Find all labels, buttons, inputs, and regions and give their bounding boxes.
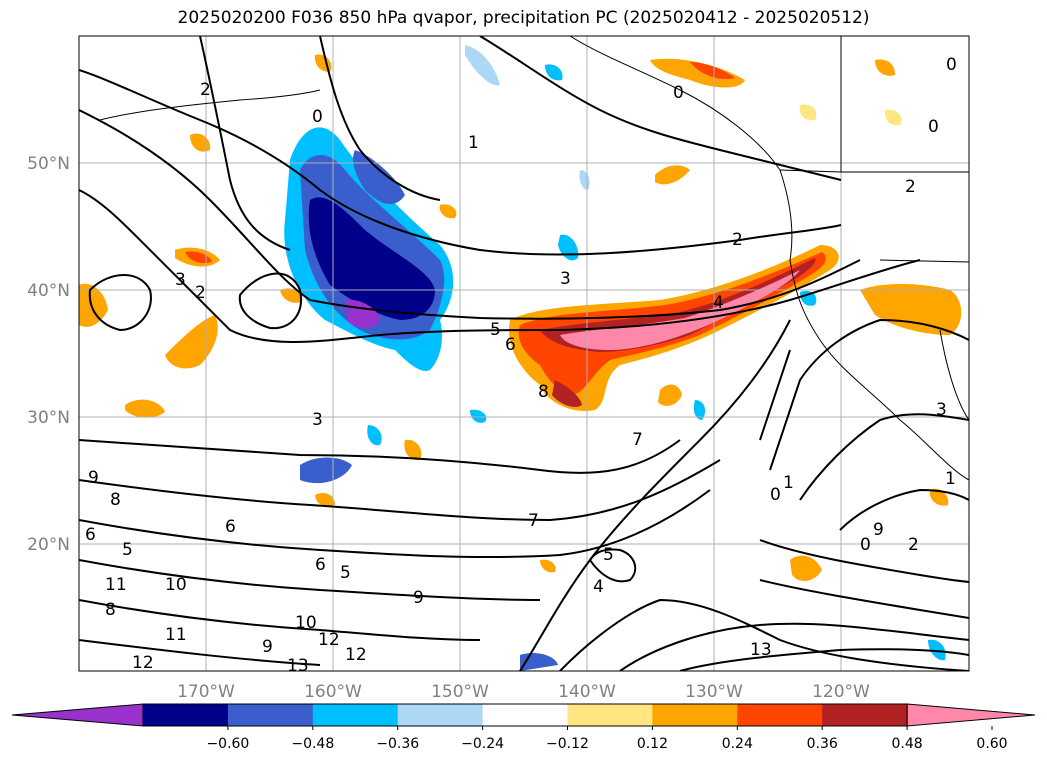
contour-label: 5 [122, 540, 133, 560]
contour-label: 0 [770, 485, 781, 505]
contour-label: 9 [88, 468, 99, 488]
contour-label: 2 [200, 80, 211, 100]
contour-label: 2 [905, 177, 916, 197]
colorbar-extend-min [11, 703, 144, 727]
contour-label: 3 [175, 270, 186, 290]
contour-label: 4 [713, 293, 724, 313]
lon-label: 120°W [812, 682, 870, 702]
lon-label: 130°W [685, 682, 743, 702]
contour-label: 2 [195, 283, 206, 303]
latitude-labels: 50°N 40°N 30°N 20°N [27, 154, 70, 555]
contour-label: 10 [165, 575, 187, 595]
contour-label: 0 [928, 117, 939, 137]
contour-label: 0 [860, 535, 871, 555]
contour-label: 9 [873, 520, 884, 540]
colorbar-cell [652, 704, 738, 726]
colorbar-cell [737, 704, 823, 726]
colorbar-extend-max [906, 703, 1036, 727]
colorbar-tick-label: 0.12 [637, 736, 668, 752]
contour-label: 5 [603, 545, 614, 565]
contour-label: 13 [750, 640, 772, 660]
lon-label: 160°W [304, 682, 362, 702]
colorbar-tick-label: 0.24 [722, 736, 753, 752]
lon-label: 170°W [177, 682, 235, 702]
contour-label: 9 [413, 588, 424, 608]
contour-label: 8 [105, 600, 116, 620]
colorbar-cell [397, 704, 484, 726]
contour-label: 2 [908, 535, 919, 555]
map-frame [78, 35, 970, 672]
contour-label: 1 [945, 469, 956, 489]
colorbar-cell [143, 704, 229, 726]
contour-label: 12 [132, 653, 154, 673]
contour-label: 10 [295, 613, 317, 633]
contour-label: 6 [505, 335, 516, 355]
colorbar-cell [567, 704, 653, 726]
contour-label: 1 [468, 133, 479, 153]
lat-label: 20°N [27, 535, 70, 555]
colorbar-tick-label: −0.12 [546, 736, 589, 752]
colorbar-cell [227, 704, 314, 726]
lat-label: 40°N [27, 281, 70, 301]
map-title: 2025020200 F036 850 hPa qvapor, precipit… [177, 8, 870, 28]
contour-label: 8 [538, 382, 549, 402]
contour-label: 6 [85, 525, 96, 545]
colorbar-tick-label: 0.36 [807, 736, 838, 752]
colorbar-tick-label: −0.60 [206, 736, 249, 752]
longitude-labels: 170°W 160°W 150°W 140°W 130°W 120°W [177, 682, 870, 702]
contour-label: 0 [312, 107, 323, 127]
colorbar-tick-label: −0.36 [376, 736, 419, 752]
colorbar-frame [142, 703, 908, 727]
colorbar-tick-label: −0.24 [461, 736, 504, 752]
qvapor-contours [79, 36, 969, 671]
colorbar-cell [482, 704, 568, 726]
contour-label: 11 [165, 625, 187, 645]
contour-label: 5 [340, 563, 351, 583]
colorbar-cell [312, 704, 399, 726]
lat-label: 30°N [27, 408, 70, 428]
contour-label: 0 [946, 55, 957, 75]
contour-label: 1 [783, 473, 794, 493]
contour-label: 2 [732, 230, 743, 250]
contour-label: 7 [632, 430, 643, 450]
contour-label: 7 [528, 511, 539, 531]
contour-label: 3 [560, 269, 571, 289]
contour-label: 5 [490, 320, 501, 340]
lat-label: 50°N [27, 154, 70, 174]
colorbar-tick-label: 0.48 [892, 736, 923, 752]
contour-label: 8 [110, 490, 121, 510]
contour-label: 12 [318, 630, 340, 650]
contour-label: 3 [936, 400, 947, 420]
contour-label: 6 [315, 555, 326, 575]
colorbar-cell [822, 704, 908, 726]
colorbar-tick-label: 0.60 [976, 736, 1007, 752]
lon-label: 140°W [558, 682, 616, 702]
contour-label: 3 [312, 410, 323, 430]
contour-label: 12 [345, 645, 367, 665]
contour-labels: 2 0 3 2 3 4 5 6 8 1 3 2 0 7 9 8 6 5 11 1… [85, 55, 957, 676]
contour-label: 4 [593, 577, 604, 597]
colorbar: −0.60 −0.48 −0.36 −0.24 −0.12 0.12 0.24 0.36 0.4… [11, 703, 1036, 752]
contour-label: 13 [287, 656, 309, 676]
contour-label: 11 [105, 575, 127, 595]
colorbar-tick-label: −0.48 [291, 736, 334, 752]
lon-label: 150°W [431, 682, 489, 702]
contour-label: 9 [262, 637, 273, 657]
contour-label: 0 [673, 83, 684, 103]
contour-label: 6 [225, 517, 236, 537]
